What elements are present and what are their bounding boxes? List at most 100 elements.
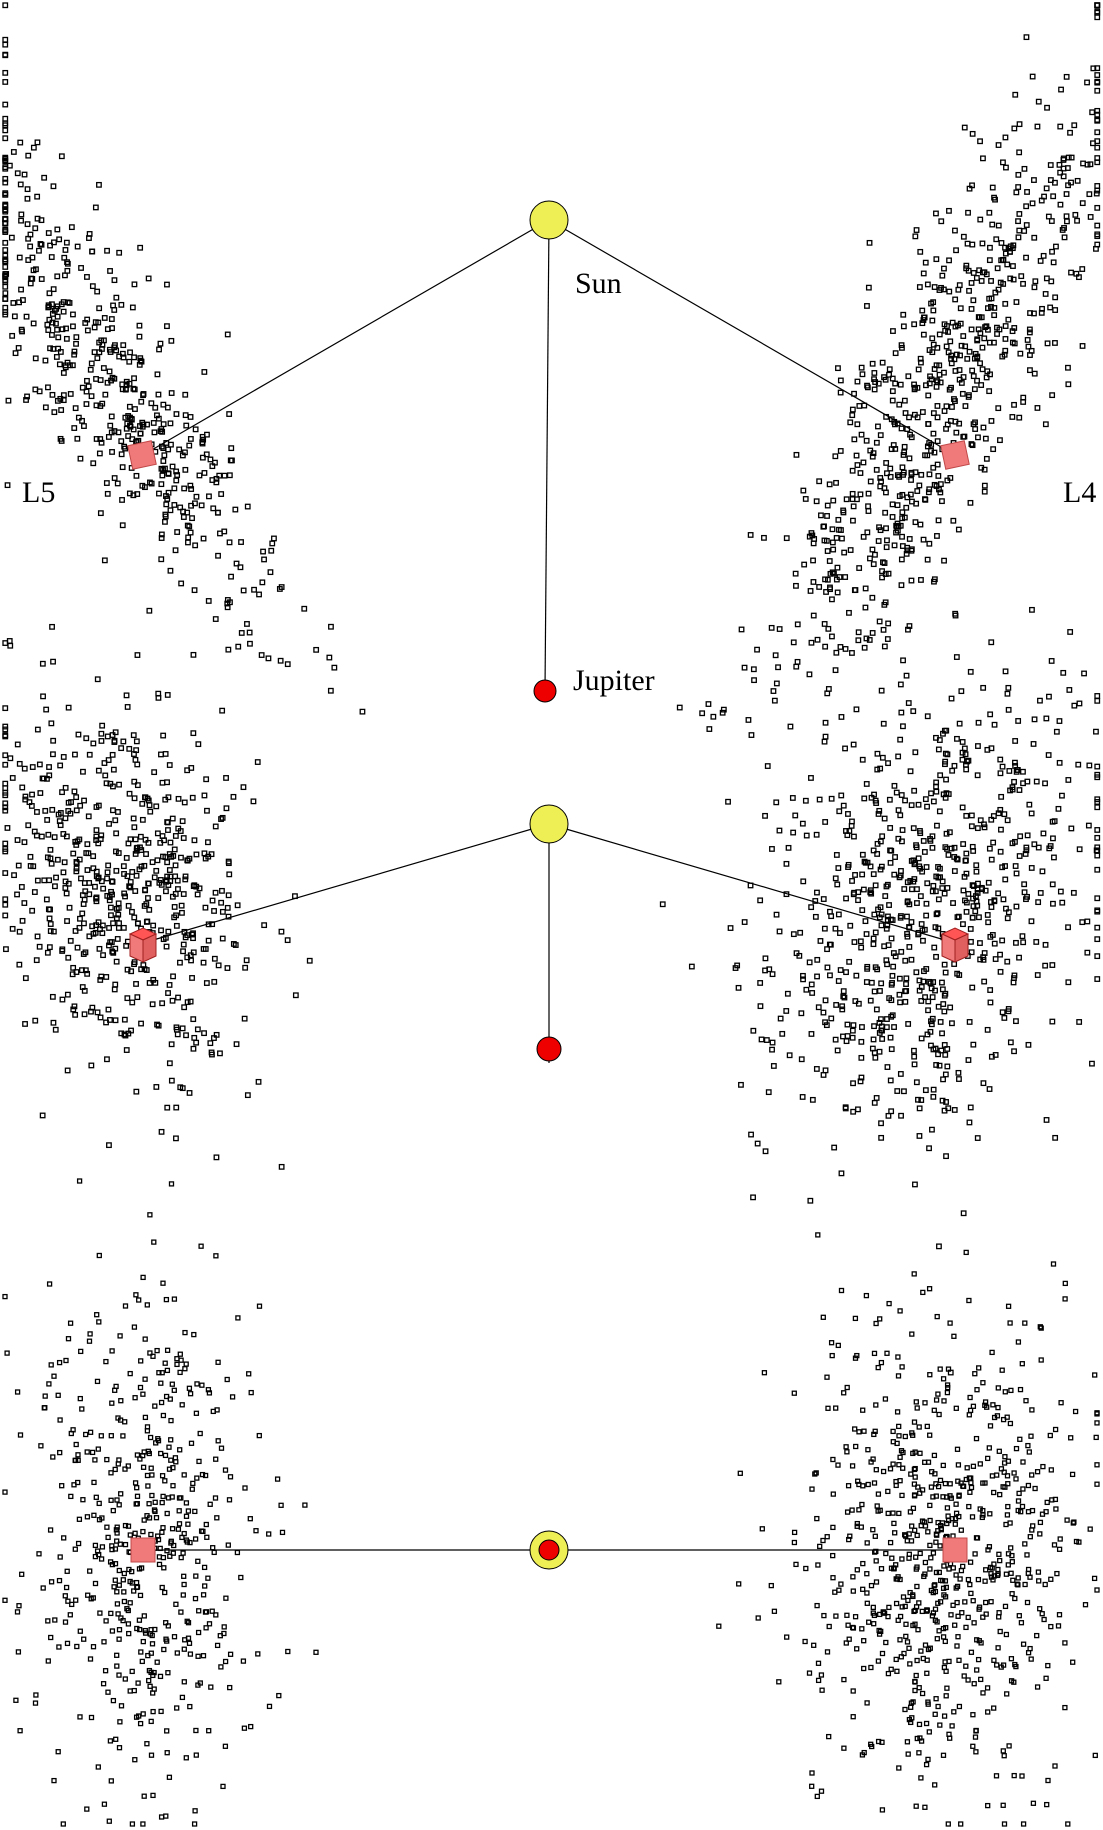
trojan-asteroid [206,1621,213,1627]
trojan-asteroid [66,300,73,306]
trojan-asteroid [869,630,876,636]
trojan-asteroid [109,1543,115,1549]
trojan-asteroid [157,428,164,435]
trojan-asteroid [97,510,104,517]
trojan-asteroid [834,881,841,888]
trojan-asteroid [1044,104,1050,111]
trojan-asteroid [960,374,967,380]
trojan-asteroid [76,1178,83,1184]
trojan-asteroid [974,825,981,832]
trojan-asteroid [890,1510,896,1516]
trojan-asteroid [159,1584,165,1591]
trojan-asteroid [266,1531,272,1537]
trojan-asteroid [1086,191,1093,198]
trojan-asteroid [864,1600,870,1606]
trojan-asteroid [222,1658,229,1665]
trojan-asteroid [194,1381,200,1387]
trojan-asteroid [1037,890,1044,896]
trojan-asteroid [930,1093,937,1100]
trojan-asteroid [762,812,768,819]
trojan-asteroid [860,1586,866,1592]
trojan-asteroid [980,1080,987,1087]
trojan-asteroid [820,523,827,530]
trojan-asteroid [892,380,899,387]
trojan-asteroid [835,365,841,372]
trojan-asteroid [18,286,24,293]
trojan-asteroid [969,1514,976,1520]
trojan-asteroid [922,496,929,503]
trojan-asteroid [908,469,915,476]
trojan-asteroid [800,878,807,885]
trojan-asteroid [135,1680,141,1686]
trojan-asteroid [1012,838,1018,845]
trojan-asteroid [132,1757,138,1763]
trojan-asteroid [835,978,842,984]
trojan-asteroid [95,802,102,809]
trojan-asteroid [1005,684,1012,691]
trojan-asteroid [46,1281,53,1287]
trojan-asteroid [226,871,233,878]
trojan-asteroid [824,946,830,953]
trojan-asteroid [850,1714,856,1720]
trojan-asteroid [908,547,915,554]
trojan-asteroid [219,908,226,915]
trojan-asteroid [987,244,993,251]
trojan-asteroid [983,455,990,462]
trojan-asteroid [53,320,59,327]
trojan-asteroid [997,968,1004,975]
trojan-asteroid [965,394,972,400]
trojan-asteroid [800,972,806,979]
trojan-asteroid [21,839,28,846]
trojan-asteroid [841,1745,847,1751]
trojan-asteroid [1030,741,1037,747]
trojan-asteroid [118,451,125,458]
trojan-asteroid [60,754,67,760]
trojan-asteroid [966,287,972,294]
trojan-asteroid [1094,1410,1100,1416]
trojan-asteroid [874,840,881,847]
trojan-asteroid [931,449,938,456]
trojan-asteroid [897,1071,904,1077]
trojan-asteroid [883,883,890,890]
trojan-asteroid [168,337,175,344]
trojan-asteroid [1093,1434,1099,1441]
trojan-asteroid [123,425,130,432]
trojan-asteroid [214,509,221,516]
trojan-asteroid [2,157,9,164]
trojan-asteroid [203,776,210,783]
trojan-asteroid [919,1608,925,1615]
trojan-asteroid [897,1308,903,1314]
trojan-asteroid [918,1648,924,1654]
trojan-asteroid [943,830,950,837]
trojan-asteroid [92,204,99,211]
trojan-asteroid [908,1538,915,1544]
trojan-asteroid [1023,203,1030,210]
trojan-asteroid [58,153,65,160]
trojan-asteroid [219,935,226,942]
trojan-asteroid [937,1722,943,1728]
trojan-asteroid [127,1688,133,1694]
trojan-asteroid [894,527,901,534]
trojan-asteroid [968,306,975,312]
trojan-asteroid [751,677,757,684]
trojan-asteroid [160,1493,166,1500]
trojan-asteroid [944,885,951,891]
trojan-asteroid [850,741,857,748]
trojan-asteroid [843,496,850,503]
trojan-asteroid [25,152,32,159]
trojan-asteroid [167,1396,173,1402]
trojan-asteroid [1030,1523,1036,1529]
trojan-asteroid [916,1105,923,1112]
trojan-asteroid [34,809,40,815]
trojan-asteroid [78,265,84,271]
trojan-asteroid [837,967,844,973]
trojan-asteroid [1013,1018,1019,1025]
trojan-asteroid [959,756,966,763]
trojan-asteroid [1049,1497,1055,1503]
trojan-asteroid [971,386,978,393]
trojan-asteroid [121,1031,128,1038]
trojan-asteroid [68,1493,74,1500]
trojan-asteroid [1090,65,1097,72]
trojan-asteroid [866,1619,872,1625]
trojan-asteroid [164,779,170,786]
